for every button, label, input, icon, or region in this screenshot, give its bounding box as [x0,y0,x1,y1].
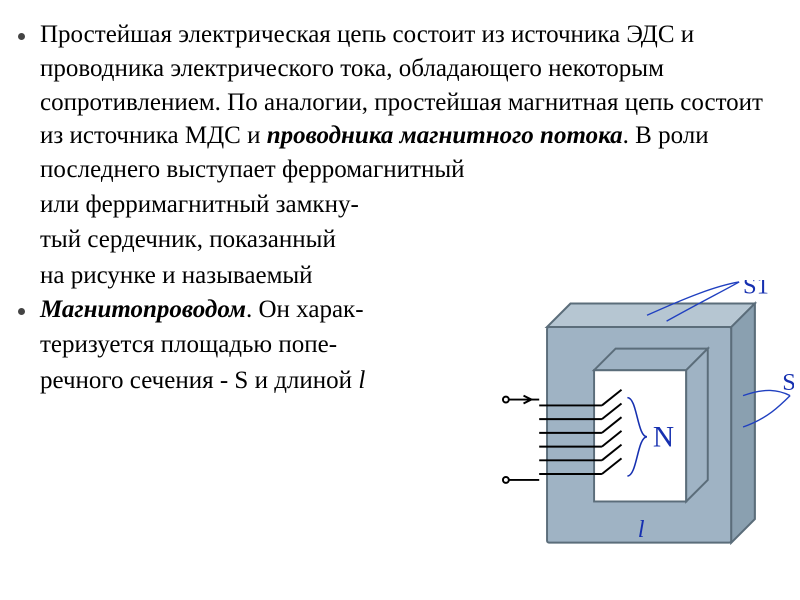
label-N: N [653,422,674,454]
l5-emphasis: Магнитопроводом [40,296,246,323]
p1-emphasis: проводника магнитного потока [267,122,623,149]
magnetic-core-figure: N S1 S l [500,280,794,574]
label-S2: S [782,369,794,396]
label-S1: S1 [743,280,769,300]
l7-italic: l [358,367,365,394]
core-top-face [547,304,755,328]
coil-terminals [503,396,539,483]
line-3: тый сердечник, показанный [40,222,772,258]
line-2: или ферримагнитный замкну- [40,187,772,223]
bullet-icon [18,308,25,315]
l5-tail: . Он харак- [246,296,364,323]
l7a: речного сечения - S и длиной [40,367,358,394]
label-l: l [638,516,645,543]
core-right-face [731,304,755,543]
bullet-paragraph-1: Простейшая электрическая цепь состоит из… [40,18,772,187]
bullet-icon [18,33,25,40]
